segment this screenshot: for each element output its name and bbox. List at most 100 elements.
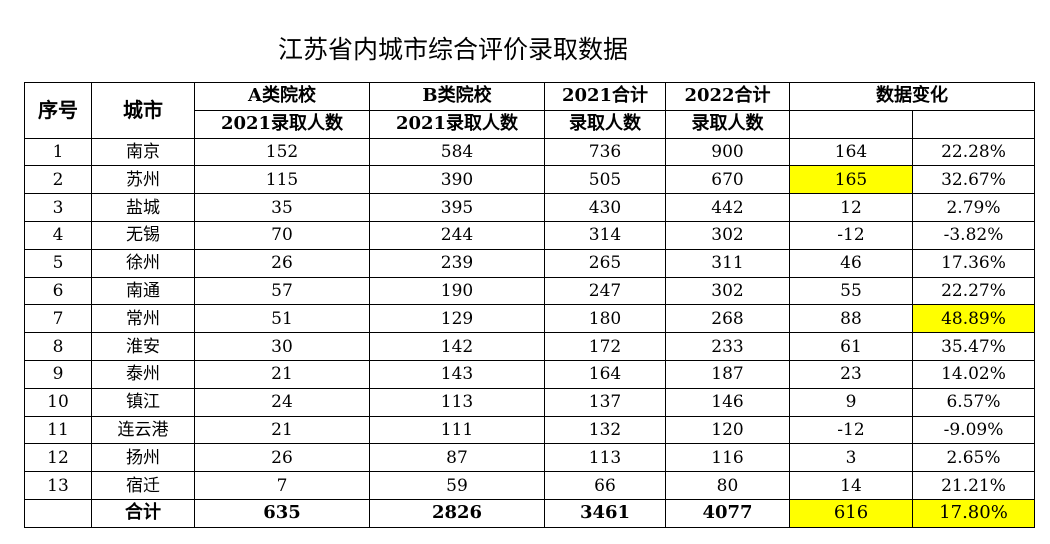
header-2021-bottom: 录取人数 bbox=[544, 109, 666, 139]
table-row: 10 镇江 24 113 137 146 9 6.57% bbox=[24, 387, 1035, 417]
table-row: 9 泰州 21 143 164 187 23 14.02% bbox=[24, 359, 1035, 389]
cell-seq: 2 bbox=[24, 165, 92, 195]
cell-seq: 1 bbox=[24, 137, 92, 167]
cell-t2022: 80 bbox=[665, 471, 790, 500]
cell-b: 190 bbox=[369, 276, 545, 306]
cell-t2022: 670 bbox=[665, 165, 790, 195]
cell-t2022: 302 bbox=[665, 276, 790, 306]
cell-pct: 48.89% bbox=[912, 304, 1035, 334]
cell-b: 87 bbox=[369, 443, 545, 473]
cell-a: 21 bbox=[194, 415, 370, 445]
cell-seq: 12 bbox=[24, 443, 92, 473]
cell-pct: 2.65% bbox=[912, 443, 1035, 473]
header-b-top: B类院校 bbox=[369, 82, 545, 111]
total-row: 合计 635 2826 3461 4077 616 17.80% bbox=[24, 498, 1035, 528]
header-a-top: A类院校 bbox=[194, 82, 370, 111]
cell-city: 泰州 bbox=[91, 359, 195, 389]
cell-diff: 164 bbox=[789, 137, 913, 167]
cell-b: 244 bbox=[369, 220, 545, 250]
table-row: 6 南通 57 190 247 302 55 22.27% bbox=[24, 276, 1035, 306]
cell-b: 113 bbox=[369, 387, 545, 417]
cell-seq: 8 bbox=[24, 332, 92, 361]
cell-b: 395 bbox=[369, 193, 545, 222]
total-a: 635 bbox=[194, 498, 370, 528]
header-row-1: 序号 城市 A类院校 B类院校 2021合计 2022合计 数据变化 bbox=[24, 82, 1035, 139]
cell-diff: -12 bbox=[789, 415, 913, 445]
table-row: 4 无锡 70 244 314 302 -12 -3.82% bbox=[24, 220, 1035, 250]
table-row: 11 连云港 21 111 132 120 -12 -9.09% bbox=[24, 415, 1035, 445]
total-2021: 3461 bbox=[544, 498, 666, 528]
cell-t2021: 314 bbox=[544, 220, 666, 250]
cell-t2022: 311 bbox=[665, 248, 790, 278]
cell-pct: 17.36% bbox=[912, 248, 1035, 278]
cell-t2022: 116 bbox=[665, 443, 790, 473]
header-city: 城市 bbox=[91, 82, 195, 139]
cell-t2022: 187 bbox=[665, 359, 790, 389]
cell-diff: 165 bbox=[789, 165, 913, 195]
cell-city: 连云港 bbox=[91, 415, 195, 445]
cell-b: 143 bbox=[369, 359, 545, 389]
cell-a: 21 bbox=[194, 359, 370, 389]
table-row: 13 宿迁 7 59 66 80 14 21.21% bbox=[24, 471, 1035, 500]
admission-data-table: 序号 城市 A类院校 B类院校 2021合计 2022合计 数据变化 2021录… bbox=[24, 82, 1035, 528]
cell-pct: -3.82% bbox=[912, 220, 1035, 250]
header-b-bottom: 2021录取人数 bbox=[369, 109, 545, 139]
cell-diff: 9 bbox=[789, 387, 913, 417]
cell-diff: -12 bbox=[789, 220, 913, 250]
cell-pct: 2.79% bbox=[912, 193, 1035, 222]
cell-b: 584 bbox=[369, 137, 545, 167]
cell-t2021: 132 bbox=[544, 415, 666, 445]
header-a-bottom: 2021录取人数 bbox=[194, 109, 370, 139]
cell-t2021: 137 bbox=[544, 387, 666, 417]
cell-b: 239 bbox=[369, 248, 545, 278]
cell-b: 142 bbox=[369, 332, 545, 361]
cell-seq: 4 bbox=[24, 220, 92, 250]
cell-city: 宿迁 bbox=[91, 471, 195, 500]
cell-pct: 22.27% bbox=[912, 276, 1035, 306]
cell-city: 镇江 bbox=[91, 387, 195, 417]
table-row: 8 淮安 30 142 172 233 61 35.47% bbox=[24, 332, 1035, 361]
cell-a: 26 bbox=[194, 248, 370, 278]
cell-a: 152 bbox=[194, 137, 370, 167]
cell-t2021: 265 bbox=[544, 248, 666, 278]
cell-diff: 88 bbox=[789, 304, 913, 334]
cell-t2021: 66 bbox=[544, 471, 666, 500]
cell-t2021: 164 bbox=[544, 359, 666, 389]
cell-seq: 11 bbox=[24, 415, 92, 445]
cell-pct: 22.28% bbox=[912, 137, 1035, 167]
cell-a: 24 bbox=[194, 387, 370, 417]
cell-city: 盐城 bbox=[91, 193, 195, 222]
header-2022-top: 2022合计 bbox=[665, 82, 790, 111]
cell-t2022: 233 bbox=[665, 332, 790, 361]
cell-pct: 32.67% bbox=[912, 165, 1035, 195]
table-row: 1 南京 152 584 736 900 164 22.28% bbox=[24, 137, 1035, 167]
cell-b: 59 bbox=[369, 471, 545, 500]
cell-diff: 55 bbox=[789, 276, 913, 306]
cell-seq: 3 bbox=[24, 193, 92, 222]
cell-city: 淮安 bbox=[91, 332, 195, 361]
cell-city: 南京 bbox=[91, 137, 195, 167]
cell-t2021: 113 bbox=[544, 443, 666, 473]
header-row-2: 2021录取人数 2021录取人数 录取人数 录取人数 bbox=[25, 109, 1035, 139]
table-row: 3 盐城 35 395 430 442 12 2.79% bbox=[24, 193, 1035, 222]
cell-seq: 5 bbox=[24, 248, 92, 278]
cell-seq: 9 bbox=[24, 359, 92, 389]
cell-t2021: 247 bbox=[544, 276, 666, 306]
cell-city: 无锡 bbox=[91, 220, 195, 250]
cell-t2021: 172 bbox=[544, 332, 666, 361]
table-row: 2 苏州 115 390 505 670 165 32.67% bbox=[24, 165, 1035, 195]
cell-t2022: 120 bbox=[665, 415, 790, 445]
cell-b: 111 bbox=[369, 415, 545, 445]
table-row: 12 扬州 26 87 113 116 3 2.65% bbox=[24, 443, 1035, 473]
cell-a: 26 bbox=[194, 443, 370, 473]
cell-seq: 6 bbox=[24, 276, 92, 306]
total-b: 2826 bbox=[369, 498, 545, 528]
cell-seq: 13 bbox=[24, 471, 92, 500]
cell-t2021: 180 bbox=[544, 304, 666, 334]
cell-t2022: 146 bbox=[665, 387, 790, 417]
cell-t2022: 268 bbox=[665, 304, 790, 334]
cell-t2021: 505 bbox=[544, 165, 666, 195]
cell-b: 129 bbox=[369, 304, 545, 334]
cell-seq: 10 bbox=[24, 387, 92, 417]
cell-pct: 14.02% bbox=[912, 359, 1035, 389]
